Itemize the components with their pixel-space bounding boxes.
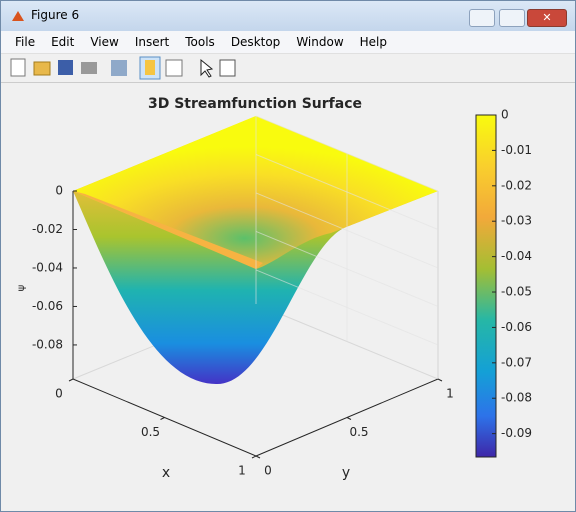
- x-tick-label: 0.5: [141, 425, 160, 439]
- close-button[interactable]: ✕: [527, 9, 567, 27]
- menu-bar: File Edit View Insert Tools Desktop Window Help: [1, 31, 575, 54]
- x-axis-label: x: [162, 465, 170, 481]
- toolbar-icons: [10, 56, 236, 80]
- grid-line: [255, 192, 439, 269]
- y-tick: [255, 455, 261, 459]
- y-tick-label: 0.5: [349, 425, 368, 439]
- menu-item[interactable]: File: [15, 35, 36, 49]
- y-tick-label: 0: [264, 464, 272, 478]
- menu-item[interactable]: Window: [296, 35, 344, 49]
- grid-line: [255, 269, 439, 346]
- x-tick: [68, 378, 74, 382]
- colorbar-tick-label: 0: [501, 108, 509, 122]
- colorbar-tick-label: -0.06: [501, 320, 532, 334]
- y-tick: [346, 417, 352, 420]
- menu-item[interactable]: Help: [359, 35, 387, 49]
- y-axis-label: y: [342, 465, 350, 481]
- z-tick-label: -0.06: [32, 299, 63, 313]
- colorbar-tick-label: -0.01: [501, 143, 532, 157]
- z-tick-label: 0: [55, 184, 63, 198]
- title-bar: Figure 6 ✕: [1, 1, 575, 31]
- colorbar-tick-label: -0.09: [501, 426, 532, 440]
- x-tick: [251, 455, 257, 459]
- maximize-button[interactable]: [499, 9, 525, 27]
- colorbar-tick-label: -0.04: [501, 249, 532, 263]
- colorbar-tick-label: -0.07: [501, 355, 532, 369]
- z-tick-label: -0.08: [32, 337, 63, 351]
- window-title: Figure 6: [31, 8, 80, 22]
- grid-line: [255, 154, 439, 230]
- app-icon: [12, 11, 24, 21]
- menu-item[interactable]: Tools: [185, 35, 215, 49]
- x-tick-label: 0: [55, 387, 63, 401]
- surface-rim: [73, 191, 263, 269]
- menu-item[interactable]: Insert: [134, 35, 170, 49]
- y-tick-label: 1: [446, 387, 454, 401]
- colorbar-tick-label: -0.03: [501, 214, 532, 228]
- colorbar-tick-label: -0.08: [501, 391, 532, 405]
- toolbar: [1, 54, 575, 83]
- grid-line: [255, 115, 439, 192]
- menu-item[interactable]: Desktop: [230, 35, 281, 49]
- chart-title: 3D Streamfunction Surface: [148, 96, 362, 112]
- menu-item[interactable]: View: [90, 35, 119, 49]
- grid-line: [255, 230, 439, 307]
- colorbar-tick-label: -0.02: [501, 178, 532, 192]
- colorbar-tick-label: -0.05: [501, 285, 532, 299]
- figure: 3D Streamfunction Surface x y ψ 0 0.5 1 0 0.5 1 0 -…: [16, 96, 532, 481]
- z-tick-label: -0.02: [32, 222, 63, 236]
- z-tick-label: -0.04: [32, 260, 63, 274]
- x-tick-label: 1: [238, 464, 246, 478]
- minimize-button[interactable]: [469, 9, 495, 27]
- menu-item[interactable]: Edit: [51, 35, 75, 49]
- x-tick: [160, 417, 165, 420]
- z-axis-label: ψ: [16, 284, 27, 291]
- y-tick: [437, 378, 443, 382]
- colorbar: [475, 114, 497, 458]
